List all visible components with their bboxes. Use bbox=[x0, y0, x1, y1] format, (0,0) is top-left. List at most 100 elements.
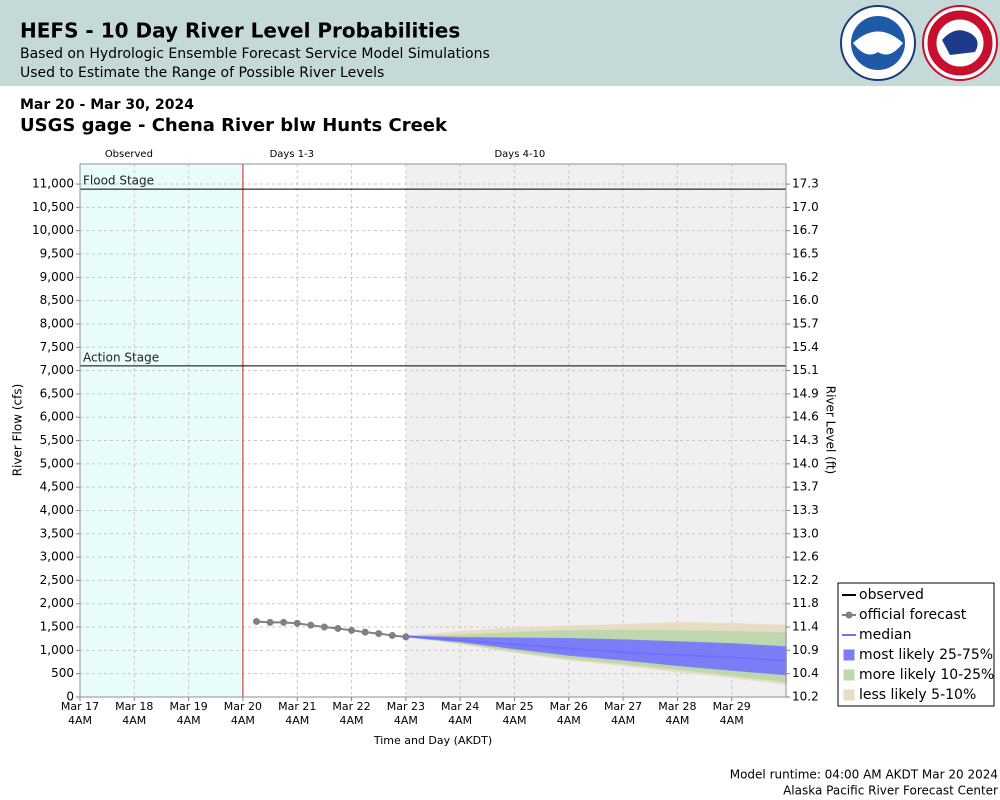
x-tick-label: Mar 27 4AM bbox=[603, 700, 643, 727]
legend-label: most likely 25-75% bbox=[859, 647, 993, 663]
legend-label: official forecast bbox=[859, 607, 967, 623]
y2-tick-label: 14.3 bbox=[792, 433, 819, 447]
forecast-point bbox=[388, 631, 396, 639]
y-tick-label: 9,000 bbox=[40, 270, 74, 284]
y-tick-label: 6,000 bbox=[40, 410, 74, 424]
y-tick-label: 5,000 bbox=[40, 456, 74, 470]
legend-label: observed bbox=[859, 587, 924, 603]
period-shade bbox=[80, 164, 243, 697]
forecast-point bbox=[293, 619, 301, 627]
legend-label: median bbox=[859, 627, 911, 643]
legend-swatch bbox=[843, 669, 855, 681]
y-tick-label: 500 bbox=[51, 666, 74, 680]
series-line bbox=[405, 635, 787, 662]
legend: observed official forecast median most like… bbox=[837, 582, 995, 707]
y2-tick-label: 15.7 bbox=[792, 316, 819, 330]
y2-tick-label: 10.9 bbox=[792, 643, 819, 657]
y-tick-label: 8,000 bbox=[40, 316, 74, 330]
y-tick-label: 2,000 bbox=[40, 596, 74, 610]
y2-tick-label: 11.4 bbox=[792, 620, 819, 634]
y-tick-label: 7,000 bbox=[40, 363, 74, 377]
forecast-point bbox=[348, 626, 356, 634]
y2-tick-label: 14.9 bbox=[792, 386, 819, 400]
forecast-point bbox=[253, 617, 260, 625]
x-tick-label: Mar 26 4AM bbox=[549, 700, 588, 727]
subtitle: Based on Hydrologic Ensemble Forecast Se… bbox=[20, 46, 490, 62]
y2-tick-label: 11.8 bbox=[792, 596, 819, 610]
y2-tick-label: 17.3 bbox=[792, 177, 819, 191]
threshold-label: Action Stage bbox=[83, 350, 159, 364]
y2-tick-label: 10.2 bbox=[792, 690, 819, 704]
x-tick-label: Mar 24 4AM bbox=[441, 700, 480, 727]
legend-swatch bbox=[843, 649, 855, 661]
y-tick-label: 1,500 bbox=[40, 620, 74, 634]
x-tick-label: Mar 17 4AM bbox=[60, 700, 100, 727]
y2-tick-label: 16.0 bbox=[792, 293, 819, 307]
x-tick-label: Mar 28 4AM bbox=[658, 700, 697, 727]
y-tick-label: 5,500 bbox=[40, 433, 74, 447]
x-tick-label: Mar 22 4AM bbox=[332, 700, 371, 727]
y2-tick-label: 12.6 bbox=[792, 550, 819, 564]
forecast-point bbox=[307, 621, 315, 629]
period-shade bbox=[405, 164, 786, 697]
y-tick-label: 11,000 bbox=[32, 177, 74, 191]
forecast-point bbox=[266, 618, 274, 626]
chart-title: HEFS - 10 Day River Level Probabilities bbox=[20, 19, 460, 43]
y2-tick-label: 14.6 bbox=[792, 410, 819, 424]
y-tick-label: 7,500 bbox=[40, 340, 74, 354]
y-tick-label: 4,500 bbox=[40, 480, 74, 494]
y2-tick-label: 13.0 bbox=[792, 526, 819, 540]
x-tick-label: Mar 19 4AM bbox=[169, 700, 208, 727]
legend-box bbox=[837, 582, 995, 707]
forecast-point bbox=[280, 618, 288, 626]
y-tick-label: 8,500 bbox=[40, 293, 74, 307]
footer: Model runtime: 04:00 AM AKDT Mar 20 2024 bbox=[730, 768, 998, 782]
x-tick-label: Mar 20 4AM bbox=[223, 700, 263, 727]
period-label: Observed bbox=[105, 149, 153, 160]
y2-tick-label: 13.3 bbox=[792, 503, 819, 517]
y2-tick-label: 16.7 bbox=[792, 223, 819, 237]
x-tick-label: Mar 25 4AM bbox=[495, 700, 534, 727]
y-tick-label: 10,500 bbox=[32, 200, 74, 214]
legend-swatch bbox=[845, 611, 853, 619]
y-axis-label: River Flow (cfs) bbox=[11, 384, 25, 477]
y2-tick-label: 16.5 bbox=[792, 246, 819, 260]
y-tick-label: 4,000 bbox=[40, 503, 74, 517]
legend-label: less likely 5-10% bbox=[859, 687, 976, 703]
y2-tick-label: 14.0 bbox=[792, 456, 819, 470]
y-tick-label: 9,500 bbox=[40, 246, 74, 260]
y-tick-label: 2,500 bbox=[40, 573, 74, 587]
noaa-logo bbox=[840, 5, 916, 81]
legend-swatch bbox=[843, 689, 855, 701]
y-tick-label: 10,000 bbox=[32, 223, 74, 237]
period-shade bbox=[242, 164, 406, 697]
forecast-point bbox=[320, 623, 328, 631]
y-tick-label: 0 bbox=[66, 690, 74, 704]
y-tick-label: 1,000 bbox=[40, 643, 74, 657]
date-range: Mar 20 - Mar 30, 2024 bbox=[20, 97, 194, 113]
x-tick-label: Mar 21 4AM bbox=[278, 700, 317, 727]
y2-axis-label: River Level (ft) bbox=[824, 386, 838, 474]
y2-tick-label: 16.2 bbox=[792, 270, 819, 284]
period-label: Days 1-3 bbox=[270, 149, 314, 160]
forecast-point bbox=[375, 630, 383, 638]
y2-tick-label: 15.1 bbox=[792, 363, 819, 377]
station: USGS gage - Chena River blw Hunts Creek bbox=[20, 115, 448, 136]
y-tick-label: 6,500 bbox=[40, 386, 74, 400]
y-tick-label: 3,500 bbox=[40, 526, 74, 540]
y-tick-label: 3,000 bbox=[40, 550, 74, 564]
y2-tick-label: 15.4 bbox=[792, 340, 819, 354]
x-tick-label: Mar 18 4AM bbox=[115, 700, 154, 727]
y2-tick-label: 13.7 bbox=[792, 480, 819, 494]
forecast-point bbox=[334, 624, 342, 632]
threshold-label: Flood Stage bbox=[83, 174, 154, 188]
y2-tick-label: 17.0 bbox=[792, 200, 819, 214]
legend-label: more likely 10-25% bbox=[859, 667, 994, 683]
plot-frame bbox=[79, 163, 787, 698]
period-label: Days 4-10 bbox=[494, 149, 545, 160]
x-axis-label: Time and Day (AKDT) bbox=[373, 734, 492, 747]
x-tick-label: Mar 23 4AM bbox=[386, 700, 425, 727]
y2-tick-label: 10.4 bbox=[792, 666, 819, 680]
